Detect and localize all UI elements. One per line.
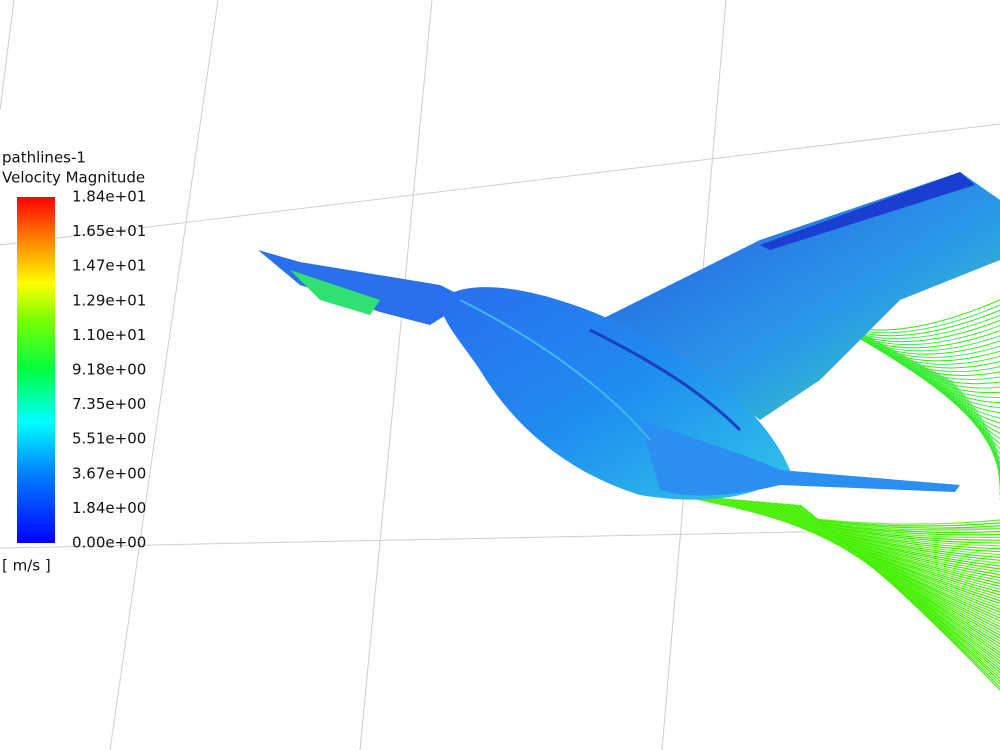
legend-quantity: Velocity Magnitude <box>2 169 145 187</box>
legend-tick-label: 5.51e+00 <box>72 430 146 448</box>
pathline <box>938 373 1000 485</box>
legend-tick-label: 1.65e+01 <box>72 222 146 240</box>
pathline <box>861 332 1000 385</box>
pathline <box>799 504 1000 691</box>
pathline <box>857 330 1000 380</box>
pathline <box>949 379 1000 500</box>
legend-unit: [ m/s ] <box>2 557 51 575</box>
legend-tick-label: 0.00e+00 <box>72 534 146 552</box>
legend-tick-label: 7.35e+00 <box>72 395 146 413</box>
legend-tick-label: 9.18e+00 <box>72 361 146 379</box>
pathline <box>853 328 1000 377</box>
pathline <box>865 334 1000 389</box>
pathline <box>868 336 1000 394</box>
pathline <box>945 377 1000 495</box>
colorbar <box>17 197 55 543</box>
legend-tick-label: 1.47e+01 <box>72 257 146 275</box>
pathlines <box>679 299 1000 691</box>
colormap-legend: pathlines-1 Velocity Magnitude 1.84e+01 1… <box>2 149 146 575</box>
legend-tick-label: 3.67e+00 <box>72 464 146 482</box>
legend-title: pathlines-1 <box>2 149 86 167</box>
legend-tick-label: 1.29e+01 <box>72 291 146 309</box>
legend-tick-label: 1.10e+01 <box>72 326 146 344</box>
legend-tick-label: 1.84e+01 <box>72 188 146 206</box>
legend-tick-label: 1.84e+00 <box>72 499 146 517</box>
bird-surface <box>258 172 1000 500</box>
